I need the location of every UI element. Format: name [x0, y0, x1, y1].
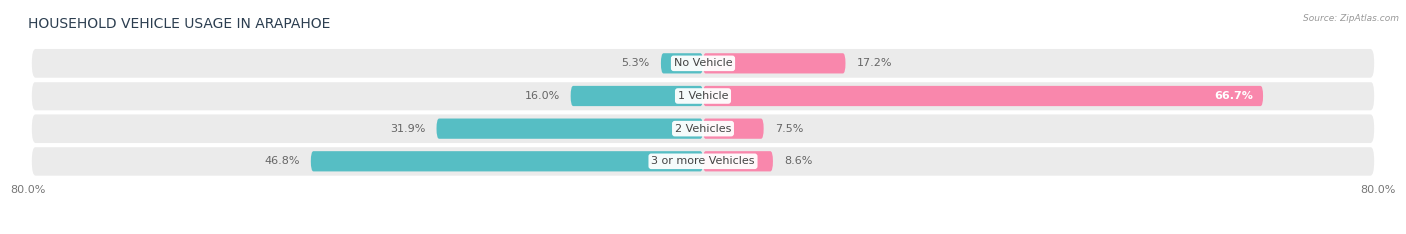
Text: Source: ZipAtlas.com: Source: ZipAtlas.com: [1303, 14, 1399, 23]
Text: 7.5%: 7.5%: [775, 124, 803, 134]
Text: 2 Vehicles: 2 Vehicles: [675, 124, 731, 134]
FancyBboxPatch shape: [703, 151, 773, 172]
Text: 46.8%: 46.8%: [264, 156, 299, 166]
Text: 31.9%: 31.9%: [389, 124, 426, 134]
Text: 1 Vehicle: 1 Vehicle: [678, 91, 728, 101]
FancyBboxPatch shape: [703, 119, 763, 139]
FancyBboxPatch shape: [661, 53, 703, 73]
Text: No Vehicle: No Vehicle: [673, 58, 733, 68]
Text: 3 or more Vehicles: 3 or more Vehicles: [651, 156, 755, 166]
FancyBboxPatch shape: [571, 86, 703, 106]
FancyBboxPatch shape: [703, 53, 845, 73]
FancyBboxPatch shape: [703, 86, 1263, 106]
FancyBboxPatch shape: [32, 82, 1374, 110]
FancyBboxPatch shape: [311, 151, 703, 172]
Text: HOUSEHOLD VEHICLE USAGE IN ARAPAHOE: HOUSEHOLD VEHICLE USAGE IN ARAPAHOE: [28, 17, 330, 31]
Text: 66.7%: 66.7%: [1215, 91, 1253, 101]
Text: 5.3%: 5.3%: [621, 58, 650, 68]
FancyBboxPatch shape: [32, 147, 1374, 176]
Text: 8.6%: 8.6%: [785, 156, 813, 166]
FancyBboxPatch shape: [32, 49, 1374, 78]
FancyBboxPatch shape: [436, 119, 703, 139]
Text: 17.2%: 17.2%: [856, 58, 891, 68]
Text: 16.0%: 16.0%: [524, 91, 560, 101]
FancyBboxPatch shape: [32, 114, 1374, 143]
